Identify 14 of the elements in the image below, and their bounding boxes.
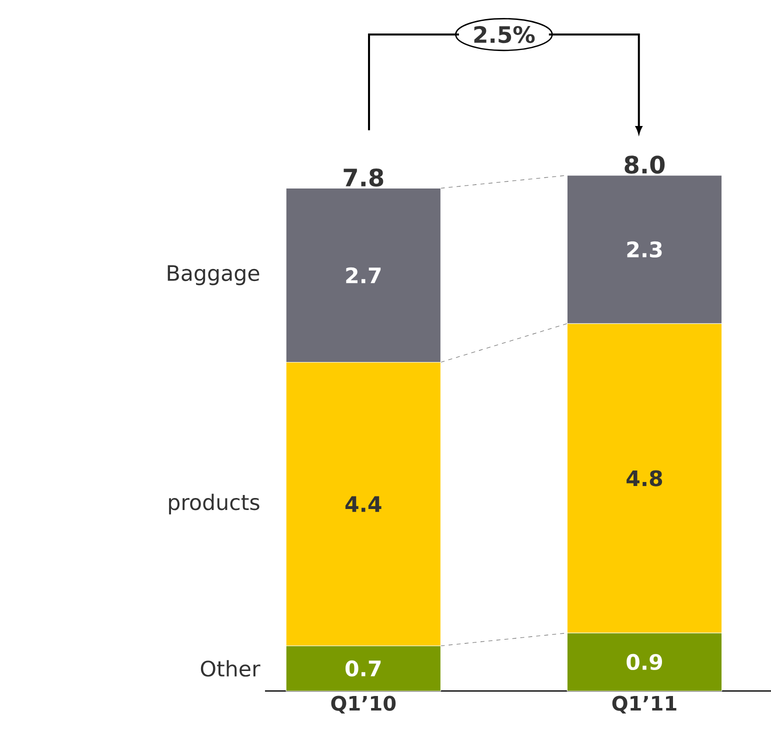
data-label: 0.9	[626, 654, 662, 670]
series-label: Baggage	[168, 265, 260, 286]
data-label: 0.7	[346, 660, 381, 676]
x-tick-label: Q1’11	[612, 696, 676, 714]
data-label: 4.4	[345, 496, 382, 512]
data-label: 4.8	[626, 470, 662, 486]
x-tick-label: Q1’10	[331, 696, 396, 714]
total-label: 7.8	[344, 168, 384, 187]
series-label: Other	[200, 660, 260, 677]
data-label: 2.3	[627, 241, 662, 258]
data-label: 2.7	[346, 267, 381, 284]
total-label: 8.0	[624, 156, 665, 174]
text: 2.5%	[474, 26, 535, 44]
series-label: products	[169, 494, 260, 514]
